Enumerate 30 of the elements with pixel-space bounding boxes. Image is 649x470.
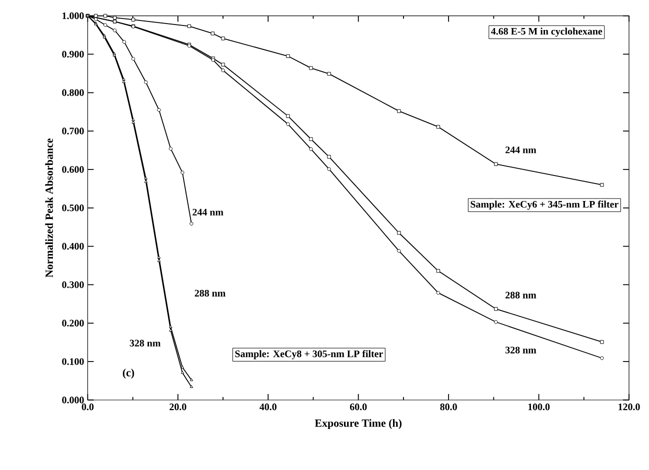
x-tick-label: 0.0 [82, 404, 94, 410]
y-tick-label: 0.700 [62, 128, 84, 134]
y-tick-label: 0.900 [62, 50, 84, 58]
annotation: 328 nm [505, 346, 536, 354]
y-tick-label: 0.200 [62, 320, 84, 327]
x-axis-title: Exposure Time (h) [314, 419, 402, 430]
y-tick-label: 0.300 [62, 281, 84, 288]
y-tick-label: 0.500 [62, 204, 84, 212]
x-tick-label: 120.0 [618, 404, 640, 410]
x-tick-label: 60.0 [350, 404, 367, 410]
y-tick-label: 0.400 [62, 242, 84, 250]
y-tick-label: 0.800 [62, 89, 84, 96]
annotation: 4.68 E-5 M in cyclohexane [491, 28, 602, 37]
y-tick-label: 0.600 [62, 166, 84, 173]
annotation: 328 nm [130, 340, 161, 346]
y-axis-title: Normalized Peak Absorbance [45, 138, 53, 278]
x-tick-label: 40.0 [260, 404, 276, 410]
annotation: 288 nm [506, 292, 536, 298]
annotation: Sample: XeCy6 + 345-nm LP filter [470, 200, 618, 210]
annotation: (c) [122, 368, 134, 379]
x-tick-label: 80.0 [440, 404, 457, 410]
annotation: Sample: XeCy8 + 305-nm LP filter [235, 350, 383, 360]
y-tick-label: 1.000 [62, 12, 84, 20]
x-tick-label: 20.0 [170, 404, 186, 410]
annotation: 244 nm [506, 146, 536, 154]
annotation: 288 nm [194, 290, 226, 297]
x-tick-label: 100.0 [528, 404, 550, 410]
y-tick-label: 0.000 [62, 396, 84, 404]
y-tick-label: 0.100 [62, 358, 84, 365]
annotation: 244 nm [192, 208, 224, 216]
